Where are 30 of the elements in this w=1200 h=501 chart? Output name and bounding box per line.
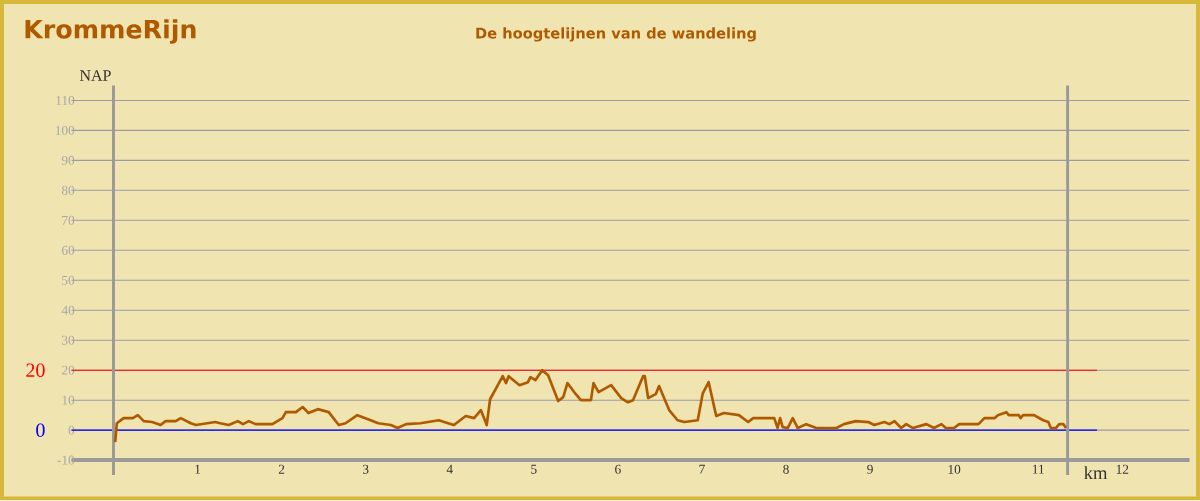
x-tick-label: 9 bbox=[867, 465, 873, 474]
y-tick-label: 80 bbox=[61, 186, 75, 196]
y-tick-label: 30 bbox=[62, 335, 75, 345]
chart-subtitle: De hoogtelijnen van de wandeling bbox=[476, 27, 756, 42]
chart-title: KrommeRijn bbox=[25, 19, 196, 45]
x-tick-label: 11 bbox=[1032, 465, 1044, 474]
x-tick-label: 1 bbox=[195, 465, 201, 474]
x-tick-label: 10 bbox=[948, 465, 961, 475]
ref-line-label: 0 bbox=[36, 423, 45, 438]
x-axis-title: km bbox=[1083, 466, 1108, 480]
y-tick-label: 20 bbox=[62, 365, 75, 375]
y-tick-label: 60 bbox=[61, 246, 75, 255]
x-tick-label: 4 bbox=[446, 465, 453, 474]
x-tick-label: 8 bbox=[783, 465, 789, 475]
y-tick-label: 90 bbox=[61, 156, 75, 166]
y-tick-label: 40 bbox=[61, 305, 75, 315]
y-tick-label: -10 bbox=[57, 455, 75, 465]
y-tick-label: 110 bbox=[56, 96, 75, 106]
x-tick-label: 12 bbox=[1116, 465, 1129, 474]
ref-line-label: 20 bbox=[26, 363, 45, 378]
x-tick-label: 6 bbox=[615, 465, 621, 474]
x-tick-label: 5 bbox=[531, 465, 537, 474]
x-tick-label: 2 bbox=[278, 465, 285, 474]
y-tick-label: 70 bbox=[62, 216, 75, 226]
y-axis-title: NAP bbox=[79, 70, 111, 81]
y-tick-label: 100 bbox=[55, 126, 75, 136]
x-tick-label: 3 bbox=[363, 465, 369, 474]
y-tick-label: 50 bbox=[62, 275, 75, 285]
x-tick-label: 7 bbox=[699, 465, 705, 474]
y-tick-label: 10 bbox=[62, 395, 75, 405]
